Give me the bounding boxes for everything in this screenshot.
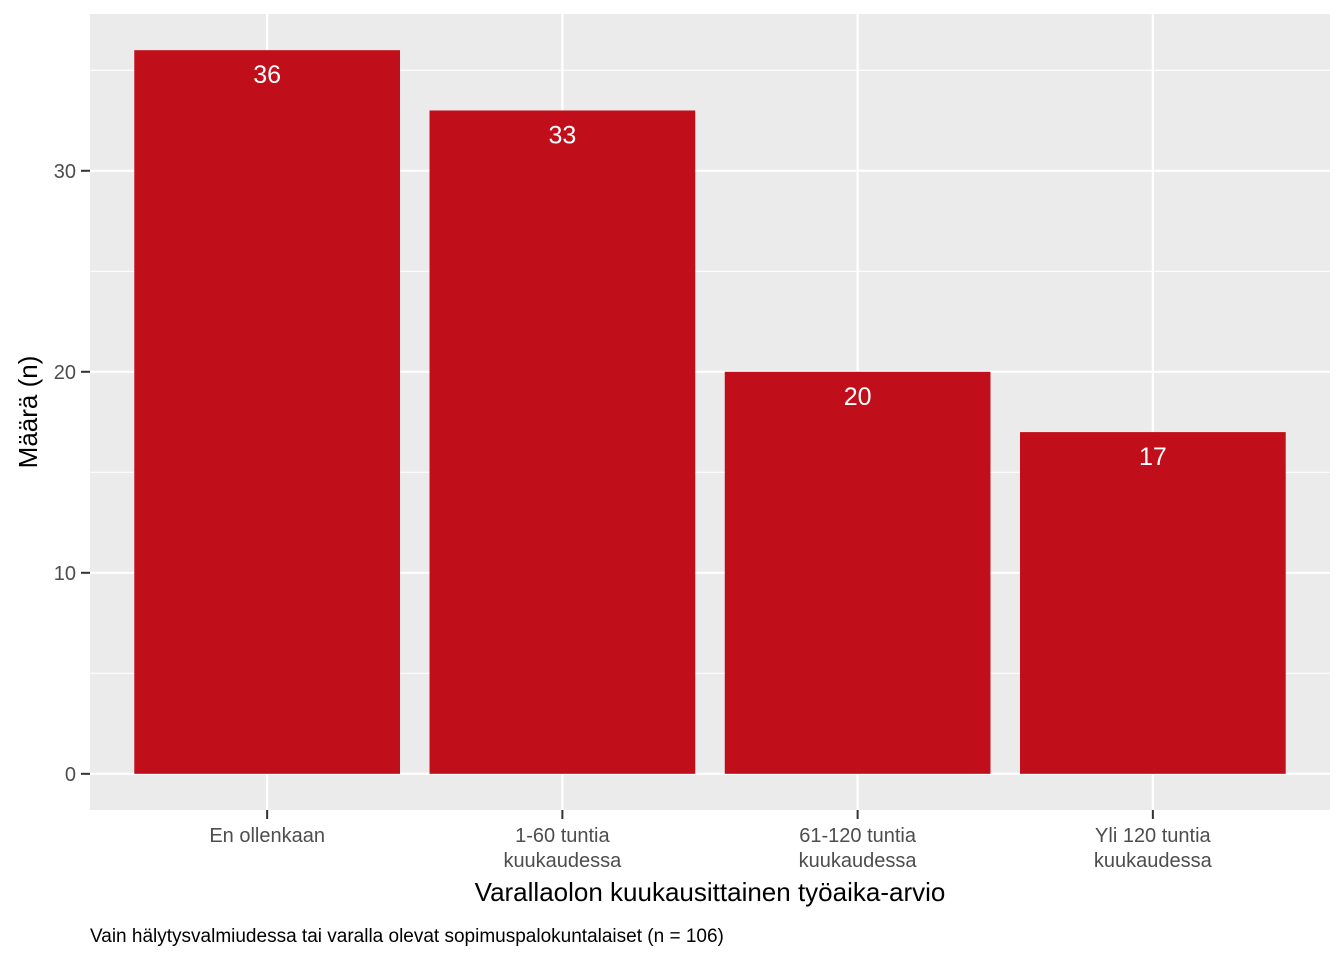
bar <box>429 110 696 774</box>
bar-value-label: 36 <box>253 61 281 89</box>
data-labels: 36 33 20 17 <box>253 61 1167 471</box>
y-axis-title: Määrä (n) <box>13 356 43 469</box>
bar <box>134 50 401 774</box>
x-tick-label: 61-120 tuntia kuukaudessa <box>799 825 918 872</box>
x-tick-label: Yli 120 tuntia kuukaudessa <box>1094 825 1213 872</box>
bars <box>134 50 1286 774</box>
bar-value-label: 20 <box>844 383 872 411</box>
x-axis: En ollenkaan 1-60 tuntia kuukaudessa 61-120… <box>209 810 1213 872</box>
x-tick-label: 1-60 tuntia kuukaudessa <box>503 825 622 872</box>
x-tick-label: En ollenkaan <box>209 825 325 847</box>
y-tick-label: 30 <box>54 161 76 183</box>
bar-value-label: 33 <box>548 121 576 149</box>
bar <box>724 371 991 774</box>
y-tick-label: 20 <box>54 362 76 384</box>
caption: Vain hälytysvalmiudessa tai varalla olev… <box>90 926 724 947</box>
y-tick-label: 0 <box>65 764 76 786</box>
y-axis: 0 10 20 30 <box>54 161 90 786</box>
bar-value-label: 17 <box>1139 443 1167 471</box>
bar <box>1020 432 1286 774</box>
y-tick-label: 10 <box>54 563 76 585</box>
x-axis-title: Varallaolon kuukausittainen työaika-arvi… <box>475 877 946 907</box>
